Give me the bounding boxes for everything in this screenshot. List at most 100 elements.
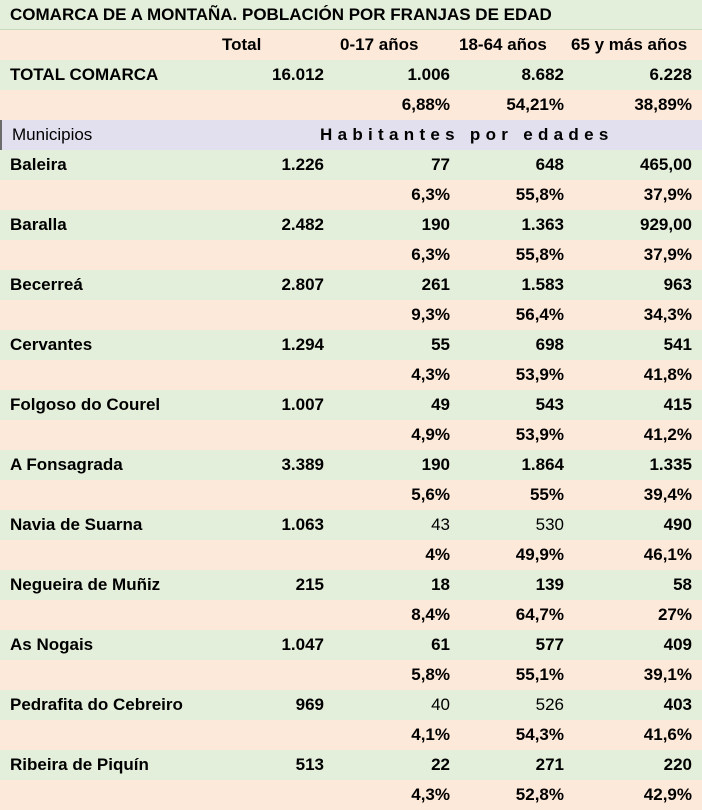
municipio-pct-18-64: 64,7% <box>515 605 564 624</box>
municipio-0-17: 55 <box>431 335 450 354</box>
table-row-pct: 4,3% 53,9% 41,8% <box>0 360 702 390</box>
municipio-0-17: 49 <box>431 395 450 414</box>
municipio-0-17: 190 <box>421 455 450 474</box>
municipio-pct-65-plus: 41,6% <box>643 725 692 744</box>
table-row: Navia de Suarna 1.063 43 530 490 <box>0 510 702 540</box>
municipio-0-17: 40 <box>431 695 450 714</box>
table-title: COMARCA DE A MONTAÑA. POBLACIÓN POR FRAN… <box>10 5 552 24</box>
municipio-pct-18-64: 55,8% <box>515 185 564 204</box>
municipio-pct-65-plus: 37,9% <box>643 185 692 204</box>
municipio-pct-65-plus: 41,8% <box>643 365 692 384</box>
table-row: As Nogais 1.047 61 577 409 <box>0 630 702 660</box>
municipio-65-plus: 415 <box>663 395 692 414</box>
municipio-name: Cervantes <box>10 335 93 354</box>
municipio-0-17: 190 <box>421 215 450 234</box>
municipio-65-plus: 403 <box>663 695 692 714</box>
municipio-pct-0-17: 8,4% <box>411 605 450 624</box>
municipio-name: Baralla <box>10 215 67 234</box>
municipio-65-plus: 541 <box>663 335 692 354</box>
municipio-total: 1.007 <box>281 395 324 414</box>
header-65-plus: 65 y más años <box>571 35 688 54</box>
municipio-65-plus: 490 <box>663 515 692 534</box>
municipio-pct-18-64: 55,1% <box>515 665 564 684</box>
municipio-name: Becerreá <box>10 275 83 294</box>
municipio-18-64: 648 <box>535 155 564 174</box>
municipio-name: Ribeira de Piquín <box>10 755 149 774</box>
municipio-name: Baleira <box>10 155 67 174</box>
municipio-total: 2.807 <box>281 275 324 294</box>
total-comarca-pct-65-plus: 38,89% <box>634 95 692 114</box>
municipio-pct-0-17: 4,1% <box>411 725 450 744</box>
habitantes-heading: Habitantes por edades <box>320 125 614 144</box>
total-comarca-pct-0-17: 6,88% <box>401 95 450 114</box>
municipio-65-plus: 1.335 <box>649 455 692 474</box>
municipio-0-17: 61 <box>431 635 450 654</box>
municipio-pct-65-plus: 39,1% <box>643 665 692 684</box>
header-18-64: 18-64 años <box>459 35 547 54</box>
municipio-name: Negueira de Muñiz <box>10 575 161 594</box>
table-row: A Fonsagrada 3.389 190 1.864 1.335 <box>0 450 702 480</box>
municipio-0-17: 22 <box>431 755 450 774</box>
municipio-pct-65-plus: 42,9% <box>643 785 692 804</box>
total-comarca-row: TOTAL COMARCA 16.012 1.006 8.682 6.228 <box>0 60 702 90</box>
municipio-pct-0-17: 6,3% <box>411 245 450 264</box>
header-total: Total <box>222 35 262 54</box>
header-row: Total 0-17 años 18-64 años 65 y más años <box>0 30 702 60</box>
municipio-total: 215 <box>295 575 324 594</box>
table-row-pct: 4% 49,9% 46,1% <box>0 540 702 570</box>
municipio-0-17: 18 <box>431 575 450 594</box>
municipio-pct-0-17: 6,3% <box>411 185 450 204</box>
municipio-name: Pedrafita do Cebreiro <box>10 695 183 714</box>
municipio-pct-0-17: 4,3% <box>411 785 450 804</box>
municipio-name: As Nogais <box>10 635 94 654</box>
municipio-pct-65-plus: 41,2% <box>643 425 692 444</box>
municipio-65-plus: 58 <box>673 575 692 594</box>
municipio-pct-18-64: 54,3% <box>515 725 564 744</box>
total-comarca-65-plus: 6.228 <box>649 65 692 84</box>
municipio-18-64: 1.864 <box>521 455 564 474</box>
municipio-total: 969 <box>295 695 324 714</box>
municipio-pct-0-17: 9,3% <box>411 305 450 324</box>
table-row: Baleira 1.226 77 648 465,00 <box>0 150 702 180</box>
municipio-65-plus: 929,00 <box>640 215 692 234</box>
table-row: Baralla 2.482 190 1.363 929,00 <box>0 210 702 240</box>
municipio-total: 1.047 <box>281 635 324 654</box>
municipios-label: Municipios <box>12 125 93 144</box>
municipio-pct-0-17: 4,9% <box>411 425 450 444</box>
municipio-65-plus: 220 <box>663 755 692 774</box>
municipio-pct-65-plus: 46,1% <box>643 545 692 564</box>
municipio-18-64: 271 <box>535 755 564 774</box>
municipio-65-plus: 409 <box>663 635 692 654</box>
total-comarca-0-17: 1.006 <box>407 65 450 84</box>
municipio-total: 1.294 <box>281 335 324 354</box>
table-row-pct: 4,9% 53,9% 41,2% <box>0 420 702 450</box>
municipio-total: 513 <box>295 755 324 774</box>
municipio-pct-65-plus: 27% <box>657 605 692 624</box>
table-row-pct: 5,8% 55,1% 39,1% <box>0 660 702 690</box>
table-row-pct: 5,6% 55% 39,4% <box>0 480 702 510</box>
municipio-18-64: 1.363 <box>521 215 564 234</box>
total-comarca-18-64: 8.682 <box>521 65 564 84</box>
municipio-18-64: 1.583 <box>521 275 564 294</box>
table-row-pct: 9,3% 56,4% 34,3% <box>0 300 702 330</box>
municipio-pct-18-64: 53,9% <box>515 365 564 384</box>
municipio-pct-18-64: 49,9% <box>515 545 564 564</box>
municipio-rows: Baleira 1.226 77 648 465,00 6,3% 55,8% 37,9% Bar… <box>0 150 702 810</box>
table-row-pct: 6,3% 55,8% 37,9% <box>0 180 702 210</box>
municipio-18-64: 543 <box>535 395 564 414</box>
total-comarca-total: 16.012 <box>272 65 324 84</box>
municipio-18-64: 139 <box>535 575 564 594</box>
municipio-pct-0-17: 4,3% <box>411 365 450 384</box>
title-row: COMARCA DE A MONTAÑA. POBLACIÓN POR FRAN… <box>0 0 702 30</box>
municipio-18-64: 577 <box>535 635 564 654</box>
municipio-name: Folgoso do Courel <box>10 395 161 414</box>
table-row: Negueira de Muñiz 215 18 139 58 <box>0 570 702 600</box>
section-header-row: Municipios Habitantes por edades <box>0 120 702 150</box>
municipio-pct-0-17: 5,8% <box>411 665 450 684</box>
table-row-pct: 4,1% 54,3% 41,6% <box>0 720 702 750</box>
municipio-0-17: 261 <box>421 275 450 294</box>
municipio-pct-65-plus: 37,9% <box>643 245 692 264</box>
table-row-pct: 6,3% 55,8% 37,9% <box>0 240 702 270</box>
municipio-pct-18-64: 53,9% <box>515 425 564 444</box>
